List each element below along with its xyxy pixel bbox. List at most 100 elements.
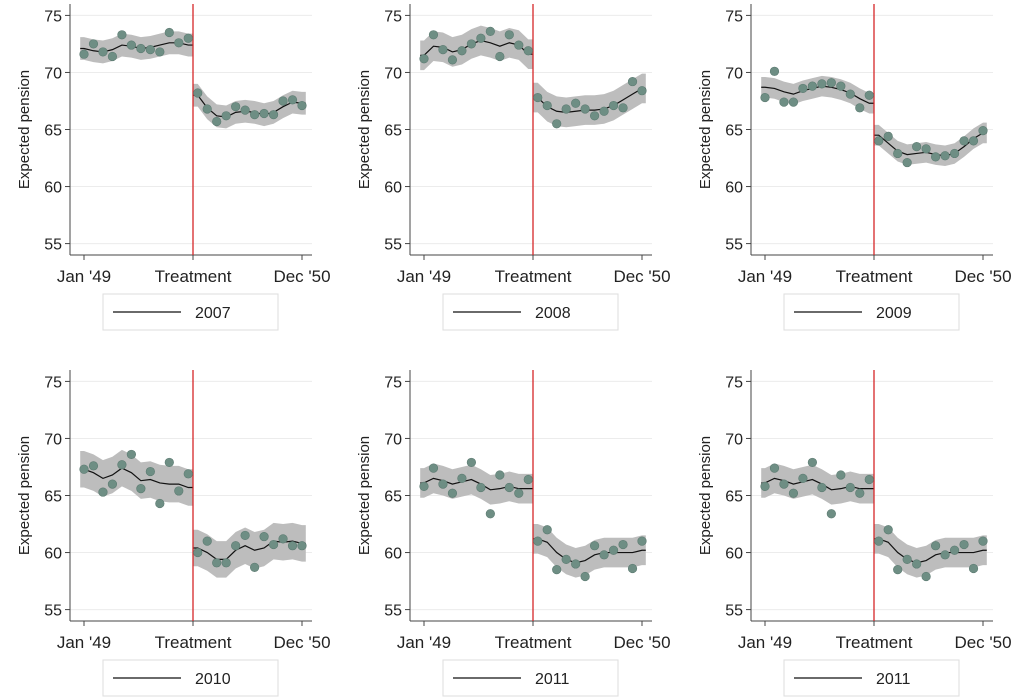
data-point bbox=[476, 482, 486, 493]
data-point bbox=[126, 40, 136, 50]
data-point bbox=[231, 541, 241, 551]
data-point bbox=[297, 100, 307, 111]
x-tick-label: Treatment bbox=[495, 267, 572, 286]
data-point bbox=[476, 33, 486, 43]
data-point bbox=[807, 457, 817, 468]
y-tick-label: 65 bbox=[725, 489, 743, 506]
data-point bbox=[278, 96, 288, 106]
data-point bbox=[117, 30, 127, 40]
chart-panel-5: 55 60 65 70 75 Jan '49 Treatment Dec '50 Expecte… bbox=[356, 370, 671, 697]
data-point bbox=[419, 481, 429, 491]
data-point bbox=[145, 45, 155, 55]
data-point bbox=[126, 449, 136, 460]
data-point bbox=[88, 39, 99, 49]
data-point bbox=[949, 545, 960, 555]
chart-panel-4: 55 60 65 70 75 Jan '49 Treatment Dec '50 Expecte… bbox=[16, 370, 331, 697]
data-point bbox=[590, 111, 600, 121]
fit-line-post bbox=[874, 538, 987, 564]
x-tick-label: Treatment bbox=[836, 267, 913, 286]
data-point bbox=[136, 43, 146, 54]
data-point bbox=[902, 554, 912, 564]
data-point bbox=[855, 103, 865, 113]
data-point bbox=[561, 554, 571, 564]
data-point bbox=[893, 148, 903, 159]
data-point bbox=[287, 541, 298, 551]
data-point bbox=[428, 30, 439, 40]
data-point bbox=[107, 479, 118, 489]
data-point bbox=[250, 562, 260, 572]
y-axis-label: Expected pension bbox=[697, 436, 714, 555]
data-point bbox=[798, 473, 808, 483]
data-point bbox=[798, 83, 808, 94]
data-point bbox=[155, 498, 165, 509]
data-point bbox=[760, 92, 770, 103]
data-point bbox=[268, 110, 279, 120]
data-point bbox=[136, 484, 146, 494]
data-point bbox=[779, 97, 789, 107]
data-point bbox=[495, 51, 505, 62]
fit-line-post bbox=[533, 538, 646, 564]
y-tick-label: 65 bbox=[384, 123, 402, 140]
fit-line-pre bbox=[80, 467, 193, 489]
data-point bbox=[618, 103, 628, 113]
legend-label: 2011 bbox=[535, 671, 570, 688]
data-point bbox=[921, 144, 931, 154]
data-point bbox=[552, 119, 562, 129]
data-point bbox=[864, 474, 874, 485]
data-point bbox=[978, 126, 988, 136]
y-tick-label: 55 bbox=[44, 603, 62, 620]
fit-line-pre bbox=[761, 85, 874, 104]
data-point bbox=[504, 30, 514, 40]
data-point bbox=[221, 111, 231, 121]
data-point bbox=[561, 104, 571, 114]
x-tick-label: Treatment bbox=[836, 633, 913, 652]
data-point bbox=[590, 541, 600, 551]
y-tick-label: 60 bbox=[44, 180, 62, 197]
legend-label: 2011 bbox=[876, 671, 911, 688]
data-point bbox=[836, 470, 846, 480]
ci-band-post bbox=[193, 522, 306, 578]
x-tick-label: Dec '50 bbox=[954, 633, 1011, 652]
y-tick-label: 65 bbox=[384, 489, 402, 506]
y-tick-label: 70 bbox=[44, 431, 62, 448]
data-point bbox=[599, 106, 609, 116]
data-point bbox=[940, 151, 950, 161]
y-tick-label: 60 bbox=[384, 180, 402, 197]
data-point bbox=[466, 39, 476, 49]
y-axis-label: Expected pension bbox=[16, 436, 33, 555]
y-axis-label: Expected pension bbox=[356, 436, 373, 555]
data-point bbox=[240, 530, 250, 541]
y-tick-label: 75 bbox=[384, 374, 402, 391]
data-point bbox=[193, 547, 203, 558]
data-point bbox=[145, 466, 155, 477]
data-point bbox=[826, 78, 836, 88]
data-point bbox=[457, 46, 467, 56]
data-point bbox=[438, 479, 448, 489]
data-point bbox=[836, 81, 846, 91]
data-point bbox=[949, 148, 960, 159]
data-point bbox=[88, 461, 99, 471]
fit-line-pre bbox=[761, 477, 874, 491]
data-point bbox=[845, 482, 855, 493]
data-point bbox=[580, 104, 590, 114]
data-point bbox=[608, 545, 619, 555]
data-point bbox=[428, 463, 439, 473]
data-point bbox=[627, 76, 638, 87]
data-point bbox=[618, 539, 628, 550]
data-point bbox=[788, 488, 799, 498]
data-point bbox=[419, 54, 429, 64]
data-point bbox=[769, 463, 780, 473]
data-point bbox=[769, 66, 780, 76]
data-point bbox=[883, 131, 893, 141]
data-point bbox=[155, 47, 165, 57]
legend: 2009 bbox=[783, 293, 960, 331]
data-point bbox=[212, 558, 222, 568]
data-point bbox=[883, 525, 893, 535]
data-point bbox=[788, 97, 799, 107]
legend-label: 2009 bbox=[876, 305, 912, 322]
data-point bbox=[221, 558, 231, 568]
x-tick-label: Jan '49 bbox=[397, 633, 451, 652]
legend: 2010 bbox=[102, 659, 279, 697]
x-tick-label: Treatment bbox=[495, 633, 572, 652]
data-point bbox=[959, 539, 969, 550]
